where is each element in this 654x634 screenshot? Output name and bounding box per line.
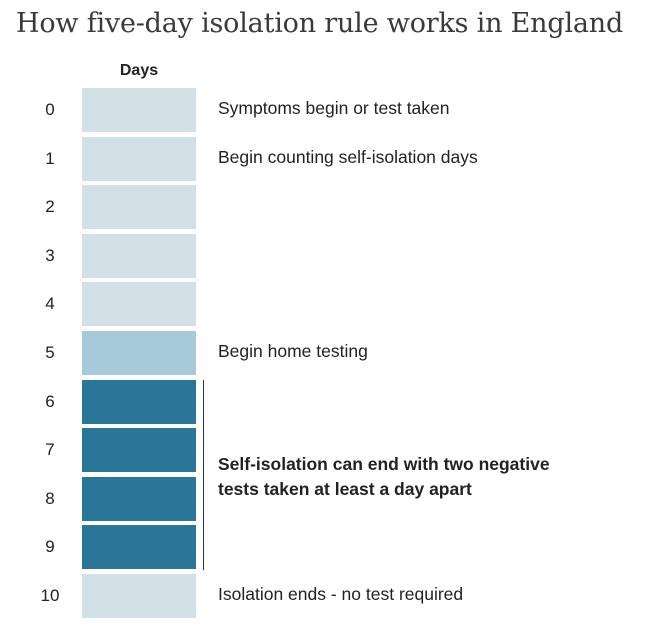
- day-box-medium: [82, 331, 196, 375]
- day-number: 8: [45, 488, 55, 508]
- day-box-light: [82, 282, 196, 327]
- day-number: 2: [45, 197, 55, 217]
- day-note: Symptoms begin or test taken: [218, 98, 450, 118]
- day-box-light: [82, 574, 196, 618]
- day-box-light: [82, 88, 196, 132]
- day-note: Isolation ends - no test required: [218, 584, 464, 604]
- chart-title: How five-day isolation rule works in Eng…: [16, 8, 624, 39]
- bracket-note: Self-isolation can end with two negative…: [218, 452, 550, 502]
- day-note: Begin counting self-isolation days: [218, 146, 478, 167]
- day-box-dark: [82, 379, 196, 424]
- day-number: 6: [45, 391, 55, 411]
- bracket-line: [203, 380, 204, 570]
- day-box-light: [82, 185, 196, 230]
- day-box-dark: [82, 525, 196, 570]
- day-number: 1: [45, 148, 55, 168]
- day-box-dark: [82, 476, 196, 521]
- bracket-note-line-2: tests taken at least a day apart: [218, 479, 472, 499]
- day-number: 10: [40, 586, 60, 605]
- day-number: 0: [45, 100, 55, 119]
- day-box-light: [82, 136, 196, 181]
- day-number: 7: [45, 440, 55, 460]
- bracket-note-line-1: Self-isolation can end with two negative: [218, 454, 550, 474]
- day-box-dark: [82, 428, 196, 473]
- day-number: 4: [45, 294, 55, 314]
- day-note: Begin home testing: [218, 341, 368, 361]
- day-number: 5: [45, 343, 55, 362]
- days-column-header: Days: [119, 62, 159, 79]
- day-box-light: [82, 233, 196, 278]
- day-number: 9: [45, 537, 55, 557]
- day-number: 3: [45, 245, 55, 265]
